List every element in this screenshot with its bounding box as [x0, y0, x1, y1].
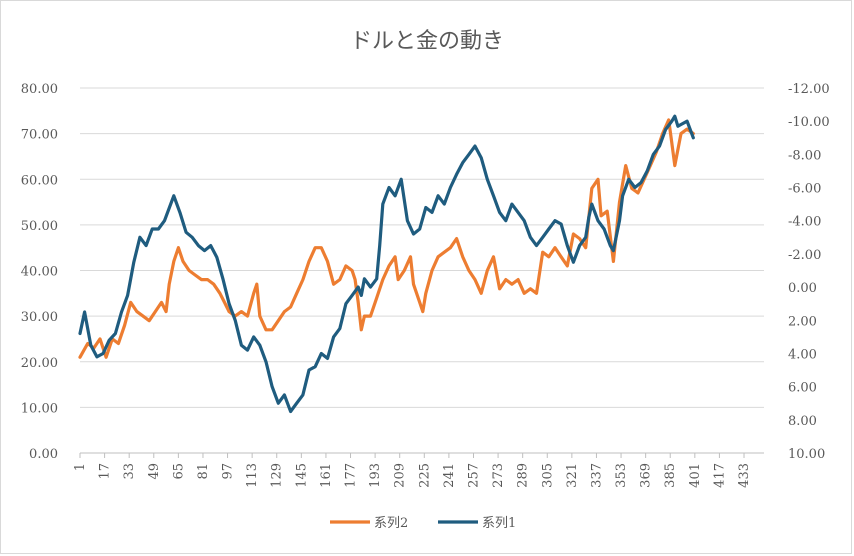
- series-line-系列1: [78, 114, 695, 414]
- x-tick-label: 321: [565, 463, 580, 488]
- left-tick-label: 40.00: [21, 265, 58, 280]
- x-tick-label: 337: [589, 463, 604, 488]
- left-tick-label: 50.00: [21, 219, 58, 234]
- right-tick-label: -12.00: [788, 82, 830, 97]
- right-tick-label: -10.00: [788, 115, 830, 130]
- legend-label: 系列1: [482, 516, 516, 531]
- x-tick-label: 385: [663, 463, 678, 488]
- right-tick-label: -2.00: [788, 248, 821, 263]
- x-tick-label: 209: [393, 463, 408, 488]
- x-tick-label: 273: [491, 463, 506, 488]
- left-tick-label: 30.00: [21, 310, 58, 325]
- series-line-系列2: [78, 118, 695, 359]
- left-tick-label: 60.00: [21, 173, 58, 188]
- right-tick-label: 4.00: [788, 347, 817, 362]
- x-tick-label: 33: [122, 463, 137, 480]
- x-tick-label: 97: [221, 463, 236, 480]
- right-tick-label: 2.00: [788, 314, 817, 329]
- left-tick-label: 20.00: [21, 356, 58, 371]
- x-axis-ticks: 1 17 33 49 65 81 97 113 129 145 161 177 193 209 225 241…: [73, 453, 752, 488]
- right-axis-ticks: -12.00 -10.00 -8.00 -6.00 -4.00 -2.00 0.00 2.00…: [788, 82, 830, 462]
- x-tick-label: 65: [171, 463, 186, 480]
- x-tick-label: 193: [368, 463, 383, 488]
- legend-label: 系列2: [374, 516, 408, 531]
- x-tick-label: 433: [737, 463, 752, 488]
- x-tick-label: 241: [442, 463, 457, 488]
- x-tick-label: 81: [196, 463, 211, 480]
- series-lines: [78, 114, 695, 414]
- x-tick-label: 257: [466, 463, 481, 488]
- right-tick-label: -6.00: [788, 182, 821, 197]
- left-tick-label: 10.00: [21, 401, 58, 416]
- right-tick-label: -8.00: [788, 148, 821, 163]
- x-tick-label: 305: [540, 463, 555, 488]
- right-tick-label: 10.00: [788, 447, 825, 462]
- chart-title: ドルと金の動き: [350, 29, 504, 54]
- x-tick-label: 369: [639, 463, 654, 488]
- right-tick-label: 6.00: [788, 381, 817, 396]
- x-tick-label: 177: [344, 463, 359, 488]
- x-tick-label: 401: [688, 463, 703, 488]
- legend: 系列2 系列1: [330, 516, 516, 531]
- x-tick-label: 289: [516, 463, 531, 488]
- right-tick-label: 0.00: [788, 281, 817, 296]
- left-axis-ticks: 0.00 10.00 20.00 30.00 40.00 50.00 60.00 70.00 8…: [21, 82, 58, 462]
- x-tick-label: 145: [294, 463, 309, 488]
- x-tick-label: 17: [98, 463, 113, 480]
- x-tick-label: 49: [147, 463, 162, 480]
- x-tick-label: 113: [245, 463, 260, 488]
- x-tick-label: 161: [319, 463, 334, 488]
- x-tick-label: 129: [270, 463, 285, 488]
- right-tick-label: 8.00: [788, 414, 817, 429]
- right-tick-label: -4.00: [788, 215, 821, 230]
- gridlines: [80, 87, 764, 454]
- x-tick-label: 1: [73, 463, 88, 471]
- x-tick-label: 353: [614, 463, 629, 488]
- left-tick-label: 0.00: [29, 447, 58, 462]
- left-tick-label: 80.00: [21, 82, 58, 97]
- left-tick-label: 70.00: [21, 128, 58, 143]
- x-tick-label: 417: [712, 463, 727, 488]
- x-tick-label: 225: [417, 463, 432, 488]
